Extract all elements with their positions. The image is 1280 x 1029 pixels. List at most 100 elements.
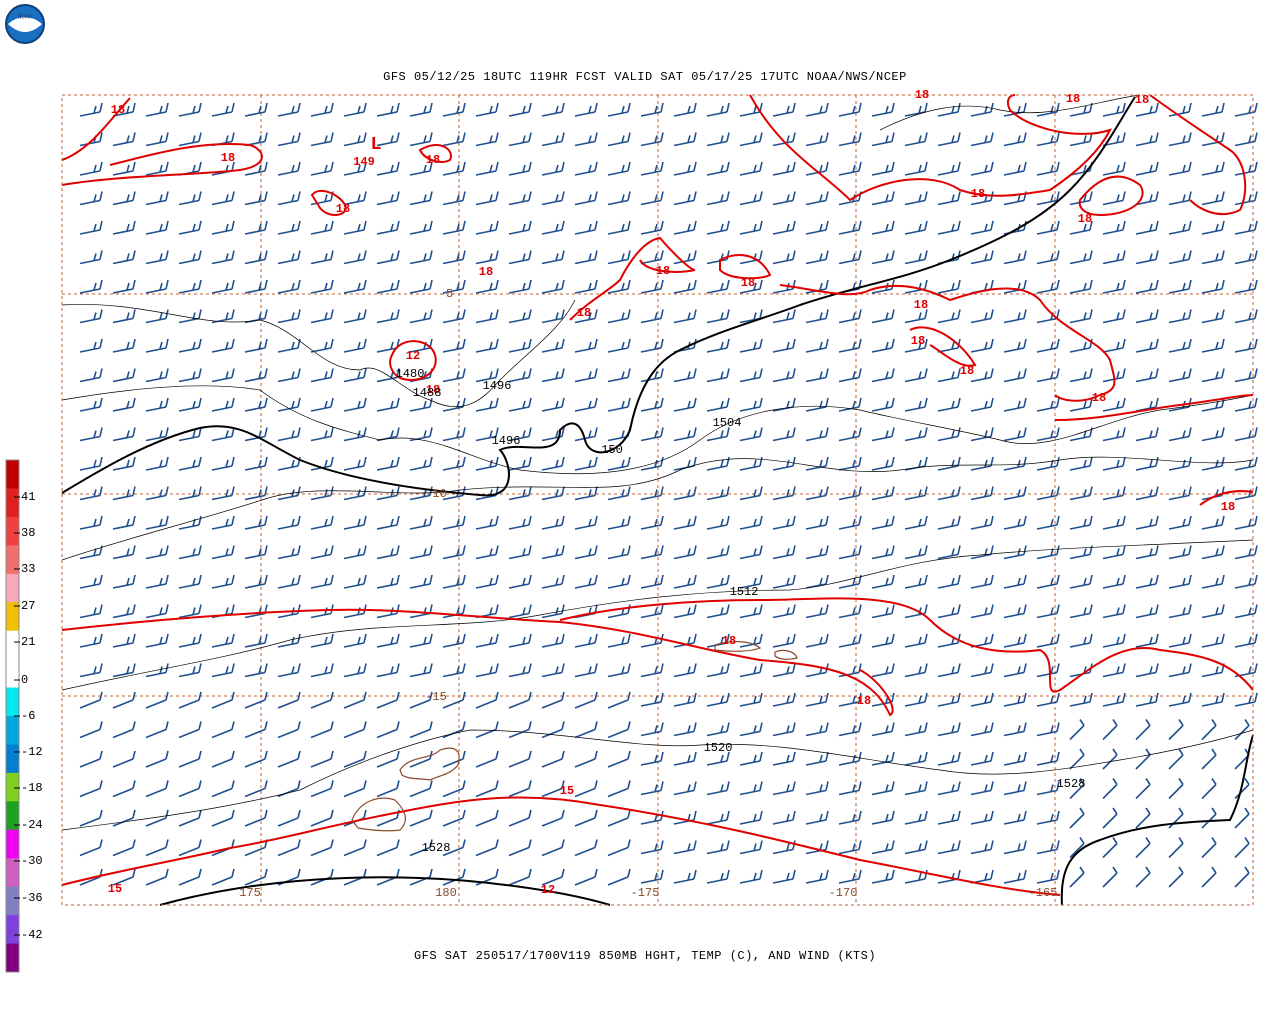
- wind-barb: [739, 515, 763, 530]
- wind-barb: [508, 574, 532, 589]
- wind-barb: [1003, 132, 1027, 147]
- wind-barb: [1003, 161, 1027, 176]
- wind-barb: [475, 397, 499, 412]
- wind-barb: [1036, 368, 1060, 383]
- wind-barb: [1102, 486, 1126, 501]
- wind-barb: [244, 427, 268, 442]
- wind-barb: [244, 161, 268, 176]
- wind-barb: [838, 604, 862, 619]
- wind-barb: [475, 279, 499, 294]
- wind-barb: [79, 427, 103, 442]
- temperature-label: 18: [1092, 391, 1106, 405]
- wind-barb: [112, 545, 136, 560]
- colorbar-label: 27: [21, 599, 35, 613]
- wind-barb: [574, 338, 598, 353]
- wind-barb: [1168, 778, 1184, 800]
- temperature-label: 18: [577, 306, 591, 320]
- colorbar-label: 33: [21, 562, 35, 576]
- wind-barb: [79, 633, 103, 648]
- wind-barb: [640, 781, 664, 796]
- wind-barb: [574, 809, 598, 827]
- wind-barb: [310, 545, 334, 560]
- wind-barb: [871, 191, 895, 206]
- wind-barb: [904, 663, 928, 678]
- wind-barb: [1168, 161, 1192, 176]
- wind-barb: [1168, 132, 1192, 147]
- wind-barb: [1003, 633, 1027, 648]
- wind-barb: [772, 161, 796, 176]
- wind-barb: [310, 161, 334, 176]
- wind-barb: [1135, 368, 1159, 383]
- wind-barb: [1168, 456, 1192, 471]
- wind-barb: [805, 220, 829, 235]
- wind-barb: [1168, 574, 1192, 589]
- wind-barb: [805, 574, 829, 589]
- wind-barb: [1036, 692, 1060, 707]
- temperature-label: 18: [960, 364, 974, 378]
- wind-barb: [475, 220, 499, 235]
- wind-barb: [970, 810, 994, 825]
- wind-barb: [1036, 486, 1060, 501]
- wind-barb: [937, 692, 961, 707]
- wind-barb: [838, 368, 862, 383]
- wind-barb: [475, 250, 499, 265]
- wind-barb: [640, 368, 664, 383]
- temperature-label: 15: [108, 882, 122, 896]
- wind-barb: [343, 220, 367, 235]
- wind-barb: [343, 338, 367, 353]
- wind-barb: [343, 515, 367, 530]
- wind-barb: [475, 721, 499, 739]
- wind-barb: [277, 368, 301, 383]
- wind-barb: [79, 279, 103, 294]
- wind-barb: [937, 574, 961, 589]
- wind-barb: [871, 309, 895, 324]
- wind-barb: [937, 604, 961, 619]
- wind-barb: [541, 750, 565, 768]
- wind-barb: [574, 102, 598, 117]
- wind-barb: [409, 545, 433, 560]
- wind-barb: [673, 102, 697, 117]
- wind-barb: [541, 368, 565, 383]
- wind-barb: [1135, 866, 1151, 888]
- wind-barb: [838, 161, 862, 176]
- wind-barb: [277, 191, 301, 206]
- wind-barb: [1201, 427, 1225, 442]
- wind-barb: [343, 368, 367, 383]
- wind-barb: [244, 691, 268, 709]
- wind-barb: [574, 397, 598, 412]
- wind-barb: [574, 545, 598, 560]
- wind-barb: [442, 456, 466, 471]
- wind-barb: [1234, 220, 1258, 235]
- wind-barb: [178, 191, 202, 206]
- wind-barb: [772, 132, 796, 147]
- wind-barb: [607, 809, 631, 827]
- wind-barb: [1102, 719, 1118, 741]
- wind-barb: [178, 663, 202, 678]
- wind-barb: [970, 574, 994, 589]
- wind-barb: [277, 397, 301, 412]
- coordinate-label: 175: [239, 886, 261, 900]
- wind-barb: [211, 309, 235, 324]
- wind-barb: [475, 574, 499, 589]
- wind-barb: [1201, 161, 1225, 176]
- wind-barb: [475, 368, 499, 383]
- wind-barb: [706, 338, 730, 353]
- wind-barb: [376, 456, 400, 471]
- wind-barb: [838, 427, 862, 442]
- wind-barb: [640, 604, 664, 619]
- wind-barb: [310, 220, 334, 235]
- wind-barb: [244, 750, 268, 768]
- wind-barb: [937, 456, 961, 471]
- wind-barb: [871, 663, 895, 678]
- wind-barb: [508, 721, 532, 739]
- wind-barb: [442, 427, 466, 442]
- wind-barb: [1102, 837, 1118, 859]
- wind-barb: [1201, 368, 1225, 383]
- wind-barb: [178, 604, 202, 619]
- wind-barb: [277, 809, 301, 827]
- wind-barb: [310, 250, 334, 265]
- wind-barb: [409, 663, 433, 678]
- wind-barb: [541, 132, 565, 147]
- wind-barb: [1135, 102, 1159, 117]
- wind-barb: [1201, 748, 1217, 770]
